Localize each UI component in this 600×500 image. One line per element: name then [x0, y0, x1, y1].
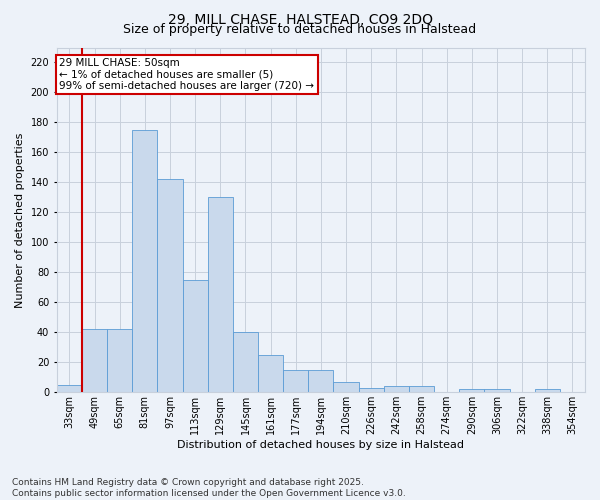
Bar [57, 385, 82, 392]
Bar [359, 388, 384, 392]
Bar [409, 386, 434, 392]
Bar [157, 180, 182, 392]
Bar [459, 390, 484, 392]
Text: 29, MILL CHASE, HALSTEAD, CO9 2DQ: 29, MILL CHASE, HALSTEAD, CO9 2DQ [167, 12, 433, 26]
Bar [384, 386, 409, 392]
Text: Size of property relative to detached houses in Halstead: Size of property relative to detached ho… [124, 22, 476, 36]
Bar [107, 330, 132, 392]
Y-axis label: Number of detached properties: Number of detached properties [15, 132, 25, 308]
Bar [182, 280, 208, 392]
Bar [82, 330, 107, 392]
Text: 29 MILL CHASE: 50sqm
← 1% of detached houses are smaller (5)
99% of semi-detache: 29 MILL CHASE: 50sqm ← 1% of detached ho… [59, 58, 314, 91]
Bar [283, 370, 308, 392]
Bar [334, 382, 359, 392]
X-axis label: Distribution of detached houses by size in Halstead: Distribution of detached houses by size … [178, 440, 464, 450]
Bar [132, 130, 157, 392]
Bar [208, 198, 233, 392]
Bar [258, 355, 283, 393]
Bar [308, 370, 334, 392]
Bar [484, 390, 509, 392]
Text: Contains HM Land Registry data © Crown copyright and database right 2025.
Contai: Contains HM Land Registry data © Crown c… [12, 478, 406, 498]
Bar [535, 390, 560, 392]
Bar [233, 332, 258, 392]
